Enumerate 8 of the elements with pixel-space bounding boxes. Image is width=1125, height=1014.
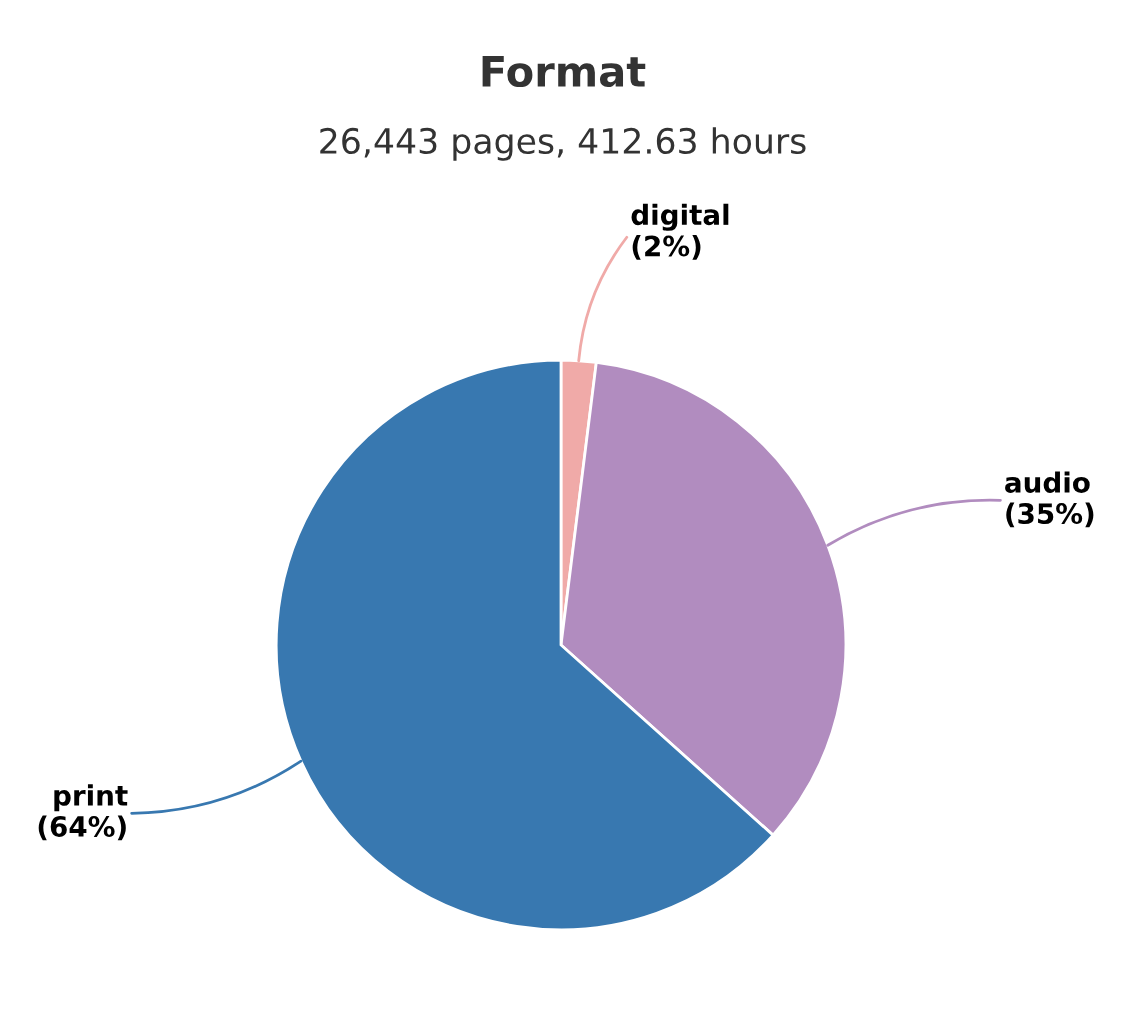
slice-label: print (54, 784, 128, 812)
slice-label: audio (1005, 471, 1090, 493)
data-label: (64%) (38, 815, 126, 841)
data-label: (35%) (1006, 502, 1094, 528)
data-label: (2%) (632, 235, 701, 260)
chart-title: Format (482, 56, 646, 88)
chart-subtitle: 26,443 pages, 412.63 hours (320, 127, 806, 161)
slice-label: digital (631, 203, 729, 231)
